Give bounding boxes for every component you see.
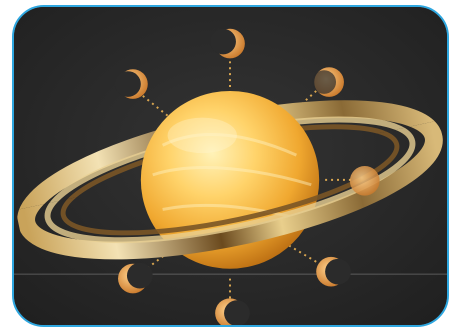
illustration-frame xyxy=(12,5,449,327)
ringed-planet-icon xyxy=(14,7,447,325)
moon-phase-icon xyxy=(115,28,380,325)
